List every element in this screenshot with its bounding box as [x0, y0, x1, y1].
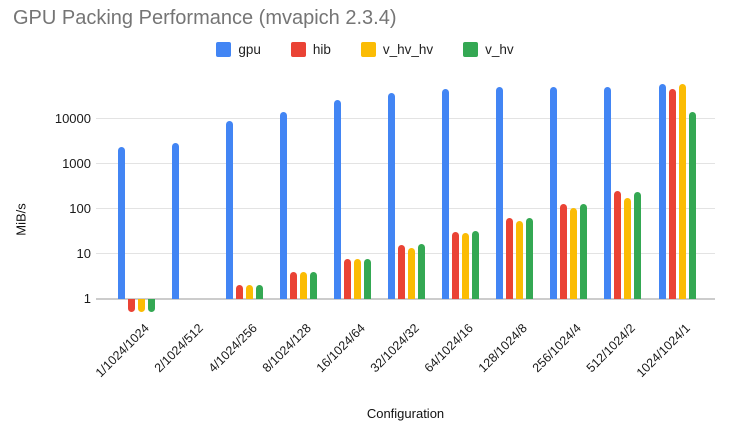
legend-item-hib: hib	[290, 42, 331, 57]
bar-v_hv-4/1024/256[interactable]	[256, 285, 263, 299]
bar-gpu-2/1024/512[interactable]	[172, 143, 179, 299]
legend-label: v_hv	[485, 42, 514, 57]
bar-hib-1024/1024/1[interactable]	[669, 89, 676, 299]
bar-gpu-1/1024/1024[interactable]	[118, 147, 125, 299]
bar-v_hv_hv-8/1024/128[interactable]	[300, 272, 307, 299]
x-tick-label: 512/1024/2	[583, 321, 638, 376]
x-axis-title: Configuration	[366, 406, 445, 421]
bar-hib-32/1024/32[interactable]	[398, 245, 405, 299]
bar-gpu-1024/1024/1[interactable]	[659, 84, 666, 299]
bar-v_hv_hv-64/1024/16[interactable]	[462, 233, 469, 299]
x-tick-label: 16/1024/64	[313, 321, 368, 376]
legend-swatch-v_hv_hv	[360, 42, 376, 57]
bar-v_hv-256/1024/4[interactable]	[580, 204, 587, 299]
bar-gpu-128/1024/8[interactable]	[496, 87, 503, 299]
bar-hib-64/1024/16[interactable]	[452, 232, 459, 299]
chart-title: GPU Packing Performance (mvapich 2.3.4)	[13, 7, 397, 29]
x-tick-label: 64/1024/16	[421, 321, 476, 376]
bar-hib-1/1024/1024[interactable]	[128, 299, 135, 312]
x-tick-label: 8/1024/128	[259, 321, 314, 376]
legend-item-gpu: gpu	[216, 42, 261, 57]
x-tick-label: 4/1024/256	[205, 321, 260, 376]
bar-hib-128/1024/8[interactable]	[506, 218, 513, 299]
x-tick-label: 128/1024/8	[475, 321, 530, 376]
bar-v_hv_hv-512/1024/2[interactable]	[624, 198, 631, 299]
legend: gpu hib v_hv_hv v_hv	[0, 42, 730, 57]
y-axis-title: MiB/s	[13, 203, 29, 236]
y-tick-label: 10	[76, 246, 91, 261]
y-tick-label: 100	[69, 201, 91, 216]
legend-item-v_hv: v_hv	[463, 42, 514, 57]
bar-gpu-256/1024/4[interactable]	[550, 87, 557, 299]
legend-item-v_hv_hv: v_hv_hv	[360, 42, 434, 57]
x-tick-label: 2/1024/512	[151, 321, 206, 376]
x-tick-label: 1/1024/1024	[92, 321, 152, 381]
bar-v_hv_hv-16/1024/64[interactable]	[354, 259, 361, 299]
bar-v_hv-16/1024/64[interactable]	[364, 259, 371, 299]
gridline	[96, 253, 715, 254]
bar-gpu-64/1024/16[interactable]	[442, 89, 449, 299]
bar-v_hv_hv-4/1024/256[interactable]	[246, 285, 253, 299]
x-tick-label: 32/1024/32	[367, 321, 422, 376]
bar-v_hv-32/1024/32[interactable]	[418, 244, 425, 299]
y-tick-label: 1000	[62, 156, 91, 171]
bar-gpu-512/1024/2[interactable]	[604, 87, 611, 299]
bar-v_hv-1/1024/1024[interactable]	[148, 299, 155, 312]
bar-gpu-4/1024/256[interactable]	[226, 121, 233, 299]
legend-label: hib	[312, 42, 331, 57]
gridline	[96, 163, 715, 164]
x-axis-baseline	[96, 298, 715, 300]
bar-gpu-16/1024/64[interactable]	[334, 100, 341, 299]
bar-v_hv-8/1024/128[interactable]	[310, 272, 317, 299]
bar-v_hv_hv-1024/1024/1[interactable]	[679, 84, 686, 299]
bar-v_hv-1024/1024/1[interactable]	[689, 112, 696, 299]
bar-hib-256/1024/4[interactable]	[560, 204, 567, 299]
bar-hib-8/1024/128[interactable]	[290, 272, 297, 299]
bar-v_hv_hv-256/1024/4[interactable]	[570, 208, 577, 299]
x-tick-label: 256/1024/4	[529, 321, 584, 376]
y-tick-label: 10000	[54, 111, 91, 126]
legend-swatch-hib	[290, 42, 306, 57]
bar-v_hv-512/1024/2[interactable]	[634, 192, 641, 299]
bar-hib-4/1024/256[interactable]	[236, 285, 243, 299]
bar-v_hv_hv-1/1024/1024[interactable]	[138, 299, 145, 312]
bar-v_hv_hv-32/1024/32[interactable]	[408, 248, 415, 299]
bar-gpu-32/1024/32[interactable]	[388, 93, 395, 299]
bar-v_hv-64/1024/16[interactable]	[472, 231, 479, 299]
bar-v_hv_hv-128/1024/8[interactable]	[516, 221, 523, 299]
bar-v_hv-128/1024/8[interactable]	[526, 218, 533, 299]
legend-swatch-gpu	[216, 42, 232, 57]
legend-swatch-v_hv	[463, 42, 479, 57]
legend-label: gpu	[238, 42, 261, 57]
legend-label: v_hv_hv	[382, 42, 434, 57]
bar-gpu-8/1024/128[interactable]	[280, 112, 287, 299]
y-tick-label: 1	[83, 291, 91, 306]
bar-hib-16/1024/64[interactable]	[344, 259, 351, 299]
gridline	[96, 118, 715, 119]
gridline	[96, 208, 715, 209]
bar-hib-512/1024/2[interactable]	[614, 191, 621, 299]
